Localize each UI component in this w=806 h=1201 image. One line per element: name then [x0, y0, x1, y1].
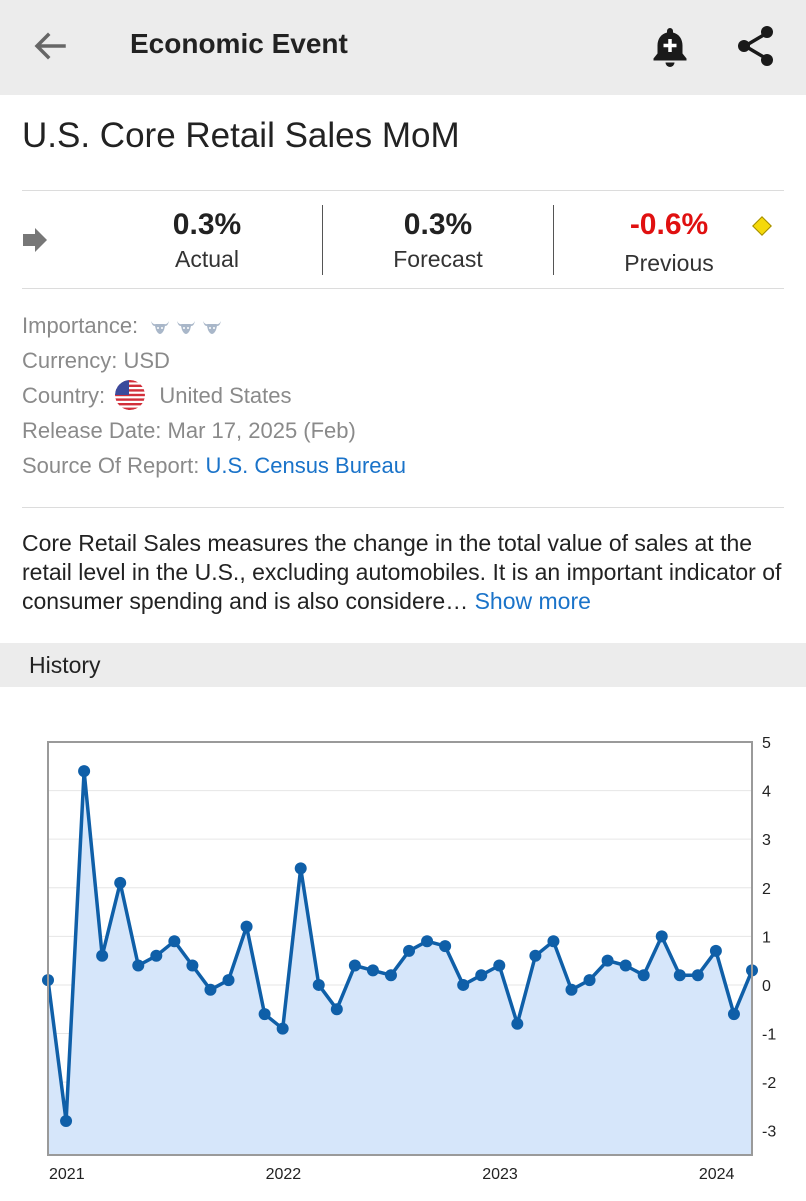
- data-point: [709, 944, 722, 957]
- source-link[interactable]: U.S. Census Bureau: [205, 453, 406, 478]
- data-point: [222, 974, 235, 987]
- history-section-header: History: [0, 643, 806, 687]
- history-line: [46, 769, 754, 1123]
- actual-label: Actual: [175, 246, 239, 272]
- data-point: [439, 940, 452, 953]
- release-date-row: Release Date: Mar 17, 2025 (Feb): [22, 416, 356, 446]
- y-tick-label: -2: [762, 1075, 776, 1092]
- description-text: Core Retail Sales measures the change in…: [22, 530, 782, 614]
- source-label: Source Of Report:: [22, 453, 200, 478]
- x-tick-label: 2023: [482, 1166, 518, 1183]
- plot-frame: [47, 741, 753, 1156]
- country-row: Country: United States: [22, 380, 292, 411]
- data-point: [475, 969, 488, 982]
- data-point: [240, 920, 253, 933]
- y-tick-label: -3: [762, 1124, 776, 1141]
- data-point: [258, 1008, 271, 1021]
- history-chart: 5 4 3 2 1 0 -1 -2 -3 2021 2022 2023 2024: [42, 735, 776, 1183]
- y-tick-label: -1: [762, 1027, 776, 1044]
- forecast-label: Forecast: [393, 246, 483, 272]
- y-tick-label: 4: [762, 784, 771, 801]
- event-title: U.S. Core Retail Sales MoM: [22, 116, 460, 155]
- divider: [553, 205, 554, 275]
- y-tick-label: 3: [762, 832, 771, 849]
- arrow-left-icon[interactable]: [30, 26, 70, 66]
- currency-value: USD: [123, 348, 170, 373]
- data-point: [421, 935, 434, 948]
- data-point: [132, 959, 145, 972]
- data-point: [276, 1022, 289, 1035]
- currency-row: Currency: USD: [22, 346, 170, 376]
- x-tick-label: 2022: [266, 1166, 302, 1183]
- divider: [22, 507, 784, 508]
- release-date-label: Release Date:: [22, 418, 162, 443]
- importance-row: Importance:: [22, 311, 222, 341]
- us-flag-icon: [115, 380, 146, 411]
- x-tick-label: 2024: [699, 1166, 735, 1183]
- source-row: Source Of Report: U.S. Census Bureau: [22, 451, 406, 481]
- share-icon[interactable]: [732, 22, 780, 70]
- data-point: [691, 969, 704, 982]
- show-more-link[interactable]: Show more: [474, 588, 591, 614]
- country-value: United States: [159, 383, 292, 408]
- data-point: [204, 983, 217, 996]
- data-point: [330, 1003, 343, 1016]
- data-point: [366, 964, 379, 977]
- y-tick-label: 1: [762, 929, 771, 946]
- actual-value: 0.3%: [172, 208, 242, 241]
- page-title: Economic Event: [130, 28, 348, 59]
- data-point: [529, 949, 542, 962]
- data-point: [348, 959, 361, 972]
- divider: [22, 288, 784, 289]
- previous-value: -0.6%: [629, 208, 709, 241]
- data-point: [601, 954, 614, 967]
- data-point: [619, 959, 632, 972]
- data-point: [96, 949, 109, 962]
- forecast-value: 0.3%: [403, 208, 473, 241]
- data-point: [511, 1017, 524, 1030]
- divider: [22, 190, 784, 191]
- data-point: [565, 983, 578, 996]
- previous-label: Previous: [624, 250, 714, 276]
- data-point: [583, 974, 596, 987]
- importance-bulls: [150, 319, 222, 335]
- data-point: [114, 876, 127, 889]
- previous-stat: -0.6% Previous: [554, 205, 784, 277]
- data-point: [457, 978, 470, 991]
- data-point: [727, 1008, 740, 1021]
- forecast-stat: 0.3% Forecast: [323, 205, 553, 273]
- importance-label: Importance:: [22, 313, 139, 338]
- actual-stat: 0.3% Actual: [92, 205, 322, 273]
- data-point: [493, 959, 506, 972]
- data-point: [547, 935, 560, 948]
- top-app-bar: Economic Event: [0, 0, 806, 95]
- history-label: History: [29, 652, 101, 678]
- data-point: [60, 1114, 73, 1127]
- data-point: [384, 969, 397, 982]
- data-point: [637, 969, 650, 982]
- event-description: Core Retail Sales measures the change in…: [22, 529, 784, 616]
- country-label: Country:: [22, 383, 106, 408]
- data-point: [168, 935, 181, 948]
- data-point: [150, 949, 163, 962]
- release-date-value: Mar 17, 2025 (Feb): [167, 418, 356, 443]
- y-tick-label: 2: [762, 881, 771, 898]
- bell-plus-icon[interactable]: [646, 22, 694, 70]
- currency-label: Currency:: [22, 348, 118, 373]
- data-point: [673, 969, 686, 982]
- bull-icon: [203, 321, 222, 335]
- bull-icon: [177, 321, 196, 335]
- data-point: [655, 930, 668, 943]
- divider: [322, 205, 323, 275]
- data-point: [294, 862, 307, 875]
- data-point: [186, 959, 199, 972]
- y-tick-label: 5: [762, 735, 771, 752]
- x-tick-label: 2021: [49, 1166, 85, 1183]
- data-point: [403, 944, 416, 957]
- data-point: [312, 978, 325, 991]
- y-tick-label: 0: [762, 978, 771, 995]
- data-point: [78, 765, 91, 778]
- bull-icon: [151, 321, 170, 335]
- arrow-right-icon: [23, 228, 47, 252]
